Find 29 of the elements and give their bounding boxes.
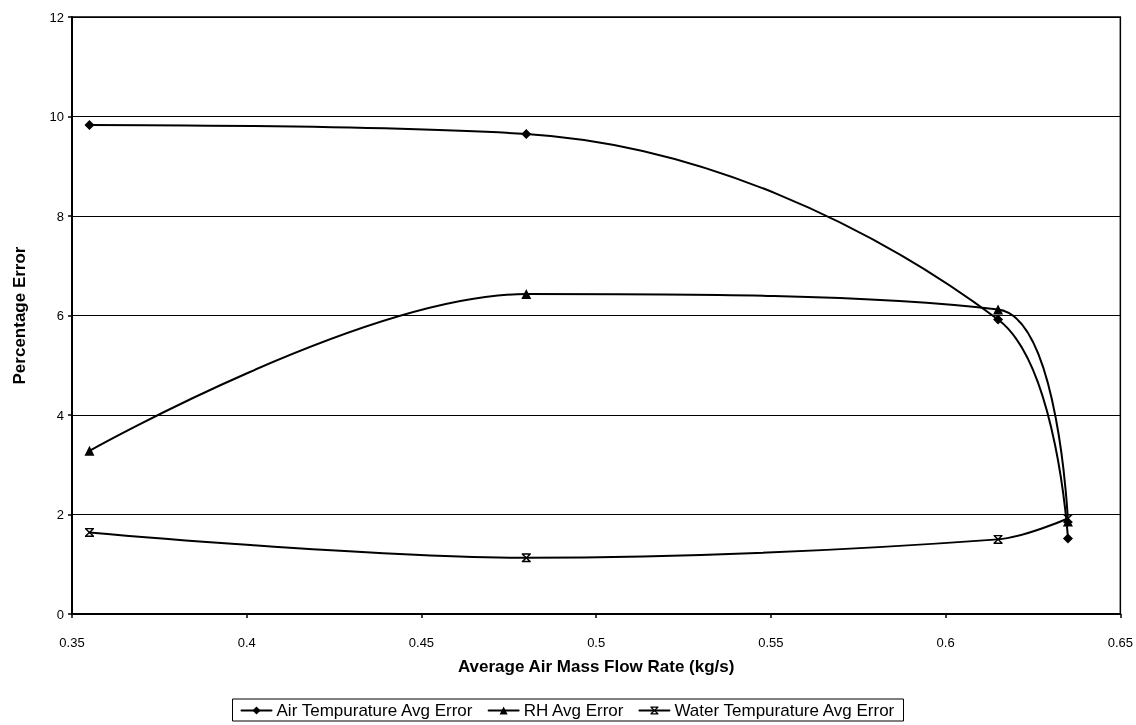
y-tick-label: 2: [56, 507, 64, 522]
x-tick-label: 0.45: [408, 635, 435, 650]
x-tick-label: 0.6: [936, 635, 955, 650]
legend-label: Water Tempurature Avg Error: [674, 701, 895, 720]
point: [84, 119, 95, 130]
x-tick-label: 0.35: [59, 635, 85, 650]
y-tick-label: 8: [56, 208, 64, 224]
point: [84, 527, 94, 537]
x-axis-title: Average Air Mass Flow Rate (kg/s): [457, 657, 735, 676]
y-tick-label: 12: [49, 9, 64, 25]
y-tick-label: 0: [56, 606, 64, 622]
x-tick-label: 0.5: [587, 635, 606, 650]
y-axis-title: Percentage Error: [10, 246, 29, 385]
point: [521, 553, 531, 563]
y-tick-label: 10: [49, 109, 64, 124]
point: [521, 289, 532, 300]
point: [84, 445, 95, 456]
point: [993, 304, 1004, 315]
x-tick-label: 0.55: [758, 635, 784, 650]
x-tick-label: 0.4: [237, 635, 256, 650]
point: [1062, 533, 1073, 544]
point: [993, 314, 1004, 325]
y-tick-label: 6: [56, 308, 64, 323]
point: [521, 128, 532, 139]
y-tick-label: 4: [56, 407, 64, 423]
legend-label: RH Avg Error: [523, 701, 624, 720]
x-tick-label: 0.65: [1107, 635, 1134, 650]
point: [993, 534, 1003, 544]
legend-label: Air Tempurature Avg Error: [276, 701, 473, 720]
